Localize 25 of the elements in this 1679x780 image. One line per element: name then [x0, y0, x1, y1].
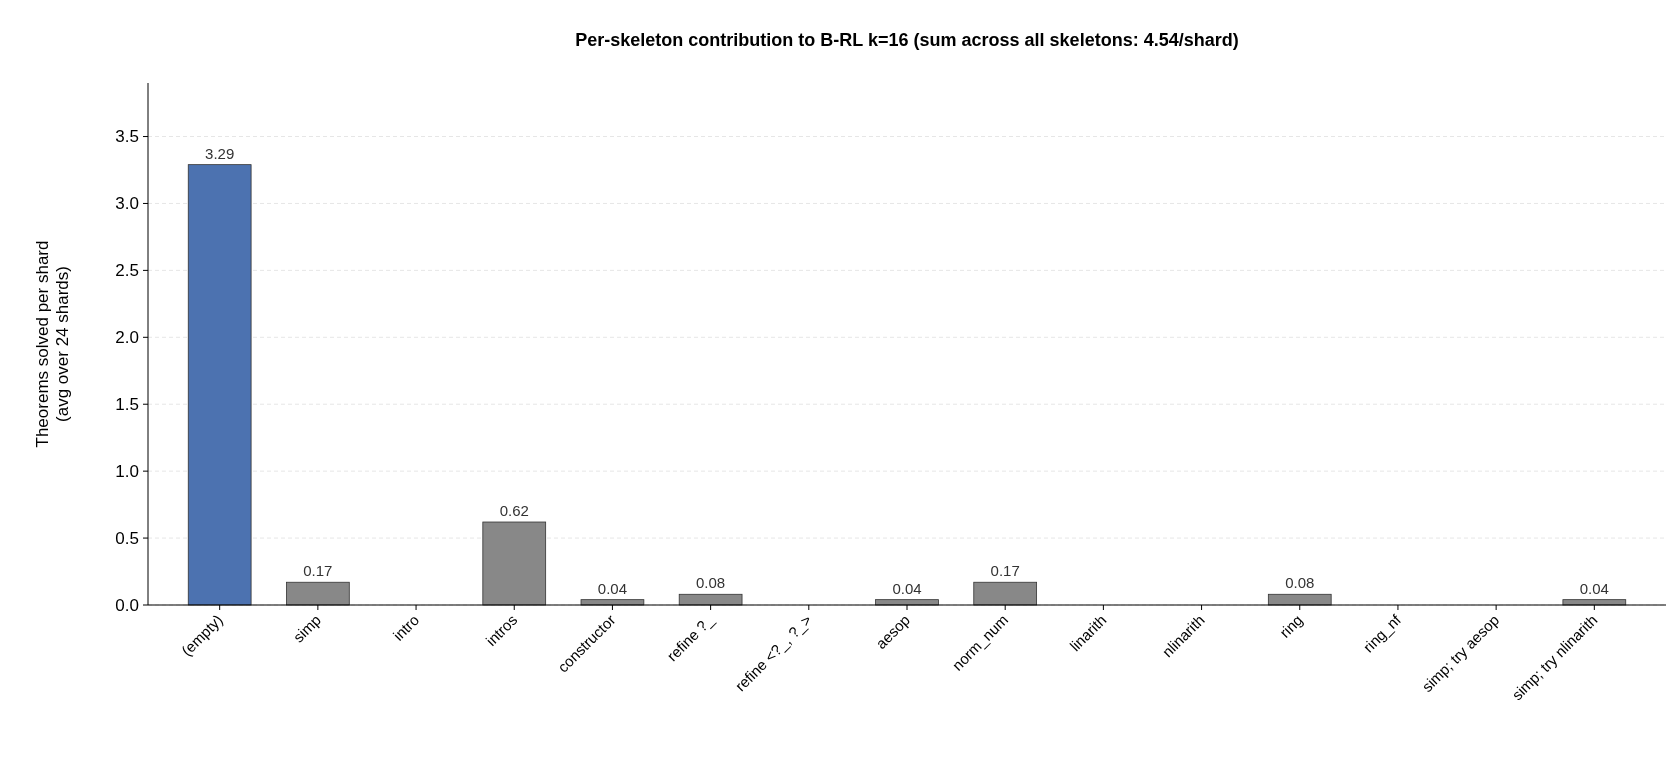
- y-tick-label: 1.5: [115, 395, 139, 415]
- bar: [482, 521, 547, 606]
- y-tick-label: 0.5: [115, 529, 139, 549]
- bar: [187, 164, 252, 606]
- y-tick-label: 0.0: [115, 595, 139, 615]
- bar: [973, 581, 1038, 606]
- data-label: 0.17: [990, 562, 1020, 580]
- chart-title: Per-skeleton contribution to B-RL k=16 (sum across all skeletons: 4.54/shard): [575, 30, 1239, 50]
- data-label: 0.04: [597, 579, 628, 597]
- data-label: 0.04: [1579, 579, 1609, 597]
- data-label: 0.17: [303, 562, 333, 580]
- x-tick-label: ring: [1276, 611, 1306, 641]
- bar: [286, 581, 350, 606]
- x-tick-label: intro: [389, 611, 423, 644]
- y-axis-title: Theorems solved per shard (avg over 24 shards): [33, 240, 72, 448]
- y-tick-label: 2.5: [115, 261, 139, 281]
- y-tick-label: 2.0: [115, 328, 139, 348]
- data-label: 3.29: [205, 144, 235, 162]
- data-label: 0.62: [499, 502, 529, 520]
- y-tick-label: 3.0: [115, 194, 139, 214]
- data-label: 0.04: [892, 579, 922, 597]
- data-label: 0.08: [696, 574, 726, 592]
- y-tick-label: 1.0: [115, 462, 139, 482]
- y-tick-label: 3.5: [115, 127, 139, 147]
- data-label: 0.08: [1285, 574, 1315, 592]
